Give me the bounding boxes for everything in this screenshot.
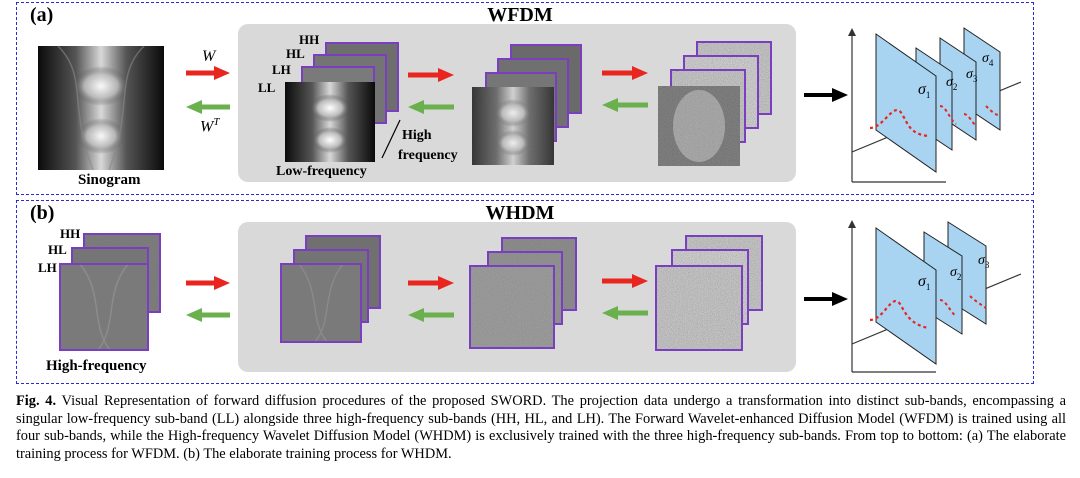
forward-diffusion-arrow-2 xyxy=(602,66,648,80)
caption-prefix: Fig. 4. xyxy=(16,393,57,409)
sigma-a-2: σ2 xyxy=(946,75,957,92)
low-frequency-label: Low-frequency xyxy=(276,164,367,179)
sigma-a-4: σ4 xyxy=(982,51,994,68)
noise-step2-ll-image xyxy=(658,86,740,166)
figure-caption: Fig. 4. Visual Representation of forward… xyxy=(16,393,1066,463)
hf-subband-lh-label: LH xyxy=(38,260,57,275)
forward-diffusion-arrow-b2 xyxy=(408,276,454,290)
high-frequency-label-line2: frequency xyxy=(398,148,458,163)
forward-transform-arrow xyxy=(186,66,230,80)
reverse-diffusion-arrow-b3 xyxy=(602,306,648,320)
forward-transform-label: W xyxy=(202,48,216,65)
forward-diffusion-arrow-1 xyxy=(408,68,454,82)
subband-hh-label: HH xyxy=(299,32,320,47)
sigma-b-2: σ2 xyxy=(950,265,961,282)
hf-step1-front-image xyxy=(469,265,555,349)
sigma-b-3: σ3 xyxy=(978,253,990,270)
high-frequency-pointer xyxy=(381,119,401,159)
output-arrow-a xyxy=(804,88,848,102)
hf-subband-hl-label: HL xyxy=(48,242,67,257)
hf-step2-front-image xyxy=(655,265,743,351)
high-frequency-label-line1: High xyxy=(402,128,432,143)
reverse-diffusion-arrow-1 xyxy=(408,100,454,114)
reverse-diffusion-arrow-b2 xyxy=(408,308,454,322)
panel-b xyxy=(16,200,1034,384)
hf-subband-hh-label: HH xyxy=(60,226,81,241)
panel-a-title: WFDM xyxy=(487,4,553,26)
subband-ll-image xyxy=(285,82,375,162)
hf-step0-front-image xyxy=(280,263,362,343)
forward-diffusion-arrow-b1 xyxy=(186,276,230,290)
forward-diffusion-arrow-b3 xyxy=(602,274,648,288)
noise-level-planes-a: σ1 σ2 σ3 σ4 xyxy=(848,27,1022,183)
sinogram-label: Sinogram xyxy=(78,172,141,188)
sigma-a-1: σ1 xyxy=(918,81,930,100)
subband-ll-label: LL xyxy=(258,80,276,95)
caption-text: Visual Representation of forward diffusi… xyxy=(16,393,1066,462)
sigma-a-3: σ3 xyxy=(966,67,978,84)
subband-hl-label: HL xyxy=(286,46,305,61)
panel-a-label: (a) xyxy=(30,4,54,26)
panel-b-label: (b) xyxy=(30,202,55,224)
sinogram-image xyxy=(38,45,164,171)
reverse-diffusion-arrow-2 xyxy=(602,98,648,112)
noisy-step1-ll-image xyxy=(472,87,554,165)
output-arrow-b xyxy=(804,292,848,306)
subband-lh-label: LH xyxy=(272,62,291,77)
noise-level-planes-b: σ1 σ2 σ3 xyxy=(848,220,1022,373)
high-frequency-label-b: High-frequency xyxy=(46,358,147,374)
reverse-diffusion-arrow-b1 xyxy=(186,308,230,322)
hf-subband-lh-image xyxy=(59,263,149,351)
panel-b-title: WHDM xyxy=(485,202,555,224)
sigma-b-1: σ1 xyxy=(918,273,930,292)
inverse-transform-arrow xyxy=(186,100,230,114)
inverse-transform-label: WT xyxy=(200,116,220,136)
panel-a xyxy=(16,2,1034,195)
